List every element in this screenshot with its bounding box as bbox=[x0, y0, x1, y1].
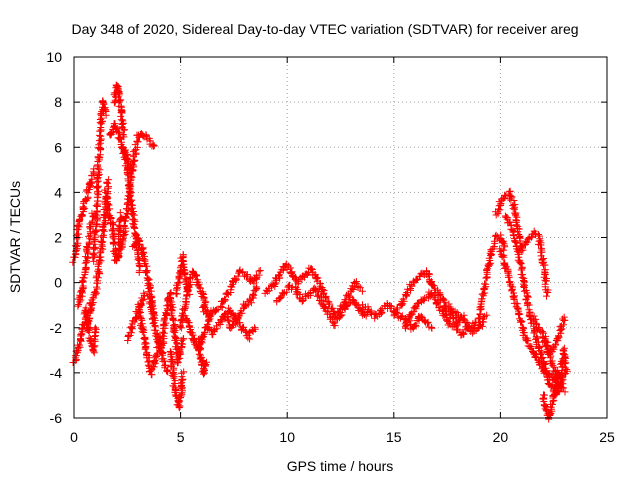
x-tick-label: 20 bbox=[493, 429, 509, 445]
y-tick-label: 6 bbox=[54, 139, 62, 155]
y-tick-labels: -6 -4 -2 0 2 4 6 8 10 bbox=[46, 49, 62, 426]
x-tick-labels: 0 5 10 15 20 25 bbox=[70, 429, 615, 445]
y-tick-label: 10 bbox=[46, 49, 62, 65]
axis-ticks bbox=[73, 56, 608, 419]
x-tick-label: 10 bbox=[279, 429, 295, 445]
x-tick-label: 15 bbox=[386, 429, 402, 445]
y-tick-label: 0 bbox=[54, 275, 62, 291]
y-tick-label: 2 bbox=[54, 230, 62, 246]
x-tick-label: 25 bbox=[599, 429, 615, 445]
x-tick-label: 5 bbox=[177, 429, 185, 445]
y-tick-label: 8 bbox=[54, 94, 62, 110]
x-axis-label: GPS time / hours bbox=[287, 458, 394, 474]
y-tick-label: 4 bbox=[54, 184, 62, 200]
y-tick-label: -4 bbox=[50, 365, 63, 381]
data-point-markers bbox=[69, 81, 571, 423]
x-tick-label: 0 bbox=[70, 429, 78, 445]
chart-title: Day 348 of 2020, Sidereal Day-to-day VTE… bbox=[71, 21, 578, 37]
y-axis-label: SDTVAR / TECUs bbox=[7, 181, 23, 293]
y-tick-label: -2 bbox=[50, 320, 63, 336]
data-points bbox=[69, 81, 571, 423]
y-tick-label: -6 bbox=[50, 410, 63, 426]
